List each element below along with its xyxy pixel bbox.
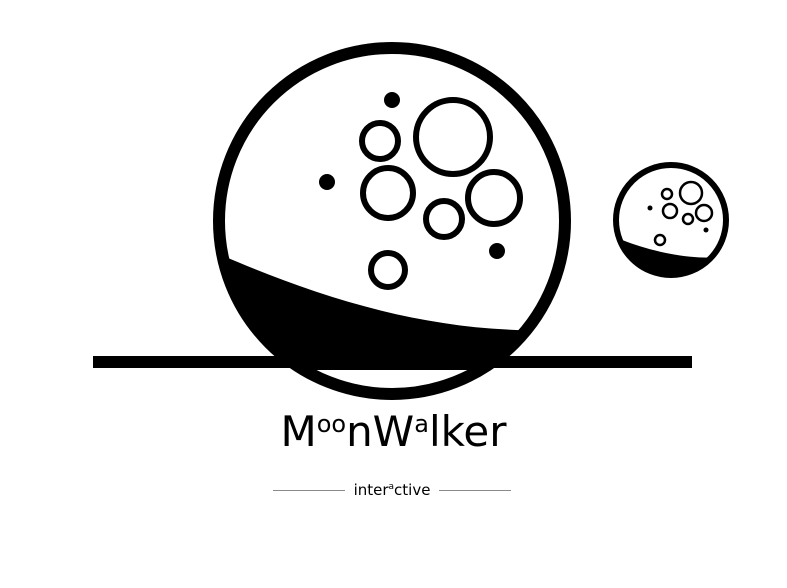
ground-line (93, 356, 692, 368)
wordmark-part: lker (428, 407, 507, 456)
crater (413, 97, 493, 177)
crater (678, 180, 704, 206)
crater-dot (489, 243, 505, 259)
tagline-part-raised: a (388, 482, 395, 492)
tagline-part: inter (353, 481, 389, 499)
crater (465, 169, 523, 227)
tagline-row: interactive (273, 479, 511, 501)
crater-dot (703, 227, 709, 233)
small-moon-craters (653, 180, 714, 247)
large-moon-shadow (219, 248, 560, 370)
small-moon-icon (613, 162, 729, 278)
large-moon-dots (319, 92, 505, 259)
crater-dot (384, 92, 400, 108)
large-moon-craters (359, 97, 523, 290)
crater (661, 202, 679, 220)
large-moon-outline (213, 42, 571, 400)
crater (360, 165, 416, 221)
wordmark-part: nW (346, 407, 415, 456)
wordmark-part-raised: oo (316, 410, 347, 438)
crater (359, 120, 401, 162)
crater (694, 203, 714, 223)
tagline-rule-left (273, 489, 345, 491)
crater-dot (319, 174, 335, 190)
tagline-rule-right (439, 489, 511, 491)
small-moon-outline (613, 162, 729, 278)
crater-dot (647, 205, 653, 211)
small-moon-dots (647, 205, 709, 233)
tagline-part: ctive (394, 481, 431, 499)
large-moon-icon (213, 42, 571, 400)
brand-tagline: interactive (354, 481, 431, 499)
crater (368, 250, 408, 290)
crater (660, 187, 674, 201)
brand-wordmark: MoonWalker (0, 408, 787, 456)
wordmark-part: M (280, 407, 317, 456)
crater (653, 233, 667, 247)
wordmark-part-raised: a (414, 410, 429, 438)
crater (681, 212, 695, 226)
crater (423, 198, 465, 240)
